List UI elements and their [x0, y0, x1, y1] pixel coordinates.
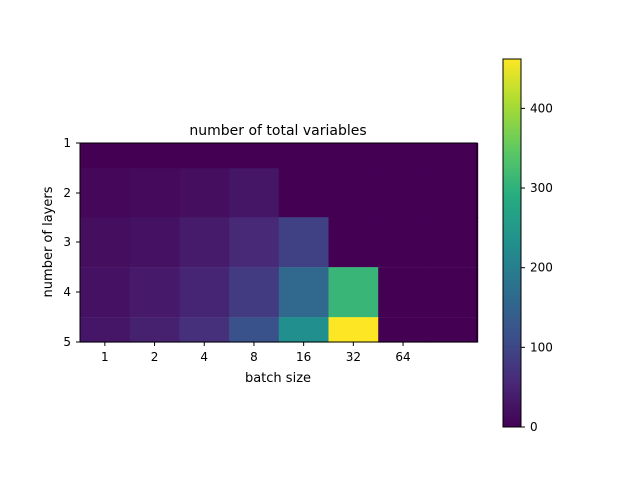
heatmap-cells [80, 143, 479, 343]
heatmap-cell [129, 317, 180, 343]
y-axis-ticks: 1 2 3 4 5 [63, 136, 80, 349]
heatmap-cell [179, 267, 230, 318]
y-axis-label: number of layers [41, 186, 56, 297]
y-tick-label: 4 [63, 285, 71, 299]
heatmap-cell [378, 267, 429, 318]
heatmap-cell [278, 217, 330, 268]
x-tick-label: 32 [346, 350, 361, 364]
y-tick-label: 1 [63, 136, 71, 150]
heatmap-cell [278, 168, 330, 219]
heatmap-cell [80, 217, 131, 268]
heatmap-cell [80, 267, 131, 318]
x-tick-label: 64 [395, 350, 410, 364]
colorbar-tick-label: 0 [530, 420, 538, 434]
x-tick-label: 1 [101, 350, 109, 364]
heatmap-cell [328, 267, 379, 318]
heatmap-cell [229, 168, 280, 219]
y-tick-label: 2 [63, 186, 71, 200]
heatmap-cell [328, 168, 379, 219]
heatmap-cell [229, 317, 280, 343]
heatmap-cell [328, 217, 379, 268]
y-tick-label: 5 [63, 335, 71, 349]
heatmap-cell [129, 267, 180, 318]
heatmap-cell [129, 168, 180, 219]
heatmap-cell [179, 317, 230, 343]
heatmap-cell [427, 217, 479, 268]
heatmap-cell [229, 143, 280, 169]
heatmap-cell [427, 267, 479, 318]
x-tick-label: 16 [296, 350, 311, 364]
x-axis-ticks: 1 2 4 8 16 32 64 [101, 342, 411, 364]
x-tick-label: 4 [200, 350, 208, 364]
x-tick-label: 2 [151, 350, 159, 364]
heatmap-cell [129, 217, 180, 268]
heatmap-cell [80, 168, 131, 219]
y-tick-label: 3 [63, 235, 71, 249]
heatmap-cell [129, 143, 180, 169]
heatmap-cell [328, 143, 379, 169]
heatmap-cell [179, 143, 230, 169]
heatmap-cell [427, 317, 479, 343]
heatmap-cell [278, 317, 330, 343]
heatmap-cell [378, 143, 429, 169]
colorbar-tick-label: 200 [530, 261, 553, 275]
heatmap-cell [80, 317, 131, 343]
heatmap-cell [229, 267, 280, 318]
heatmap-cell [378, 217, 429, 268]
x-tick-label: 8 [250, 350, 258, 364]
heatmap-cell [80, 143, 131, 169]
heatmap-cell [278, 267, 330, 318]
colorbar-tick-label: 100 [530, 340, 553, 354]
heatmap-cell [278, 143, 330, 169]
colorbar-tick-label: 400 [530, 101, 553, 115]
heatmap-cell [179, 217, 230, 268]
heatmap-cell [328, 317, 379, 343]
x-axis-label: batch size [245, 371, 311, 386]
heatmap-cell [179, 168, 230, 219]
chart-title: number of total variables [189, 123, 366, 139]
heatmap-cell [229, 217, 280, 268]
colorbar [502, 58, 522, 428]
colorbar-ticks: 0 100 200 300 400 [521, 101, 553, 434]
heatmap-cell [427, 168, 479, 219]
heatmap-cell [378, 168, 429, 219]
colorbar-tick-label: 300 [530, 181, 553, 195]
heatmap-cell [427, 143, 479, 169]
heatmap-cell [378, 317, 429, 343]
